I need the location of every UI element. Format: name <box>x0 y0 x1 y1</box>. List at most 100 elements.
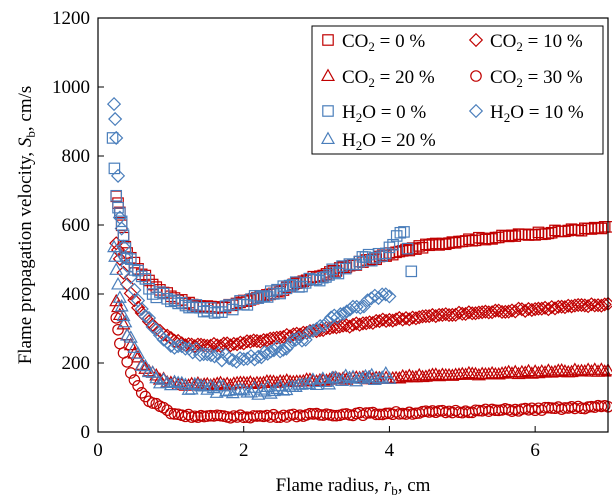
data-point <box>498 304 513 319</box>
legend-marker <box>322 105 334 117</box>
data-point <box>455 306 470 321</box>
legend-entry: CO2 = 20 % <box>320 67 435 90</box>
x-tick-label: 6 <box>530 440 540 461</box>
data-point <box>213 338 228 354</box>
data-point <box>315 371 330 384</box>
data-point <box>544 299 559 315</box>
data-point <box>521 301 536 317</box>
data-point <box>317 271 329 284</box>
data-point <box>597 297 612 312</box>
data-point <box>318 374 333 388</box>
data-point <box>369 313 384 329</box>
data-point <box>260 346 275 361</box>
data-point <box>110 168 126 183</box>
legend-marker <box>322 34 334 46</box>
data-point <box>171 339 186 354</box>
data-point <box>316 318 331 333</box>
legend-entry: H2O = 10 % <box>468 102 584 125</box>
data-point <box>190 377 205 391</box>
data-point <box>458 306 473 322</box>
data-point <box>376 250 388 262</box>
data-point <box>109 293 124 307</box>
legend-label: CO2 = 0 % <box>342 31 425 54</box>
data-point <box>375 287 390 302</box>
data-point <box>405 265 418 278</box>
data-point <box>276 342 291 357</box>
data-point <box>375 312 390 327</box>
data-point <box>567 362 582 375</box>
data-point <box>353 300 368 315</box>
data-point <box>165 407 177 420</box>
data-point <box>174 375 189 389</box>
data-point <box>425 307 440 323</box>
data-point <box>398 226 410 238</box>
data-point <box>118 314 133 328</box>
data-point <box>364 291 379 306</box>
data-point <box>327 308 342 323</box>
data-point <box>114 298 129 312</box>
data-point <box>485 305 500 320</box>
data-point <box>120 258 135 273</box>
x-axis-title: Flame radius, rb, cm <box>276 475 431 498</box>
data-point <box>123 337 138 351</box>
data-point <box>268 288 280 300</box>
data-point <box>145 317 160 332</box>
data-point <box>277 280 290 292</box>
series-6 <box>107 239 397 400</box>
data-point <box>282 337 297 352</box>
data-point <box>571 297 586 313</box>
data-point <box>111 277 126 290</box>
data-point <box>508 304 523 319</box>
data-point <box>286 278 299 291</box>
data-point <box>557 364 572 377</box>
data-point <box>108 249 123 262</box>
data-point <box>128 374 141 386</box>
data-point <box>367 288 382 303</box>
legend-entry: H2O = 20 % <box>320 130 436 153</box>
data-point <box>288 379 303 393</box>
series-3 <box>110 312 612 424</box>
data-point <box>260 379 275 393</box>
data-point <box>112 307 127 321</box>
data-point <box>594 362 609 375</box>
data-point <box>229 354 244 369</box>
y-axis-title: Flame propagation velocity, Sb, cm/s <box>15 86 38 365</box>
y-tick-label: 200 <box>62 353 91 374</box>
data-point <box>192 347 208 363</box>
data-point <box>428 367 443 380</box>
data-point <box>222 383 237 396</box>
data-point <box>114 221 129 236</box>
data-point <box>342 370 357 384</box>
data-point <box>254 382 269 395</box>
data-point <box>112 323 124 336</box>
data-point <box>537 300 553 315</box>
data-point <box>123 270 138 285</box>
data-point <box>229 382 244 396</box>
data-point <box>110 189 123 202</box>
data-point <box>115 215 128 228</box>
data-point <box>171 333 186 348</box>
data-point <box>109 130 124 146</box>
data-point <box>209 385 224 398</box>
data-point <box>131 349 146 363</box>
data-point <box>361 370 376 383</box>
y-tick-label: 1000 <box>52 77 90 98</box>
data-point <box>330 310 345 325</box>
data-point <box>521 363 536 377</box>
data-point <box>270 381 285 395</box>
data-point <box>254 350 269 365</box>
legend-label: CO2 = 20 % <box>342 67 435 90</box>
data-point <box>382 371 397 384</box>
data-point <box>247 380 262 393</box>
data-point <box>168 408 181 420</box>
data-point <box>120 328 135 341</box>
legend-entry: CO2 = 10 % <box>468 31 583 54</box>
data-point <box>154 286 166 298</box>
data-point <box>279 382 294 396</box>
data-point <box>554 299 569 314</box>
data-point <box>187 376 202 390</box>
data-point <box>438 307 453 322</box>
legend-entry: H2O = 0 % <box>322 102 426 125</box>
legend-label: H2O = 0 % <box>342 102 426 125</box>
y-tick-label: 0 <box>81 422 91 443</box>
